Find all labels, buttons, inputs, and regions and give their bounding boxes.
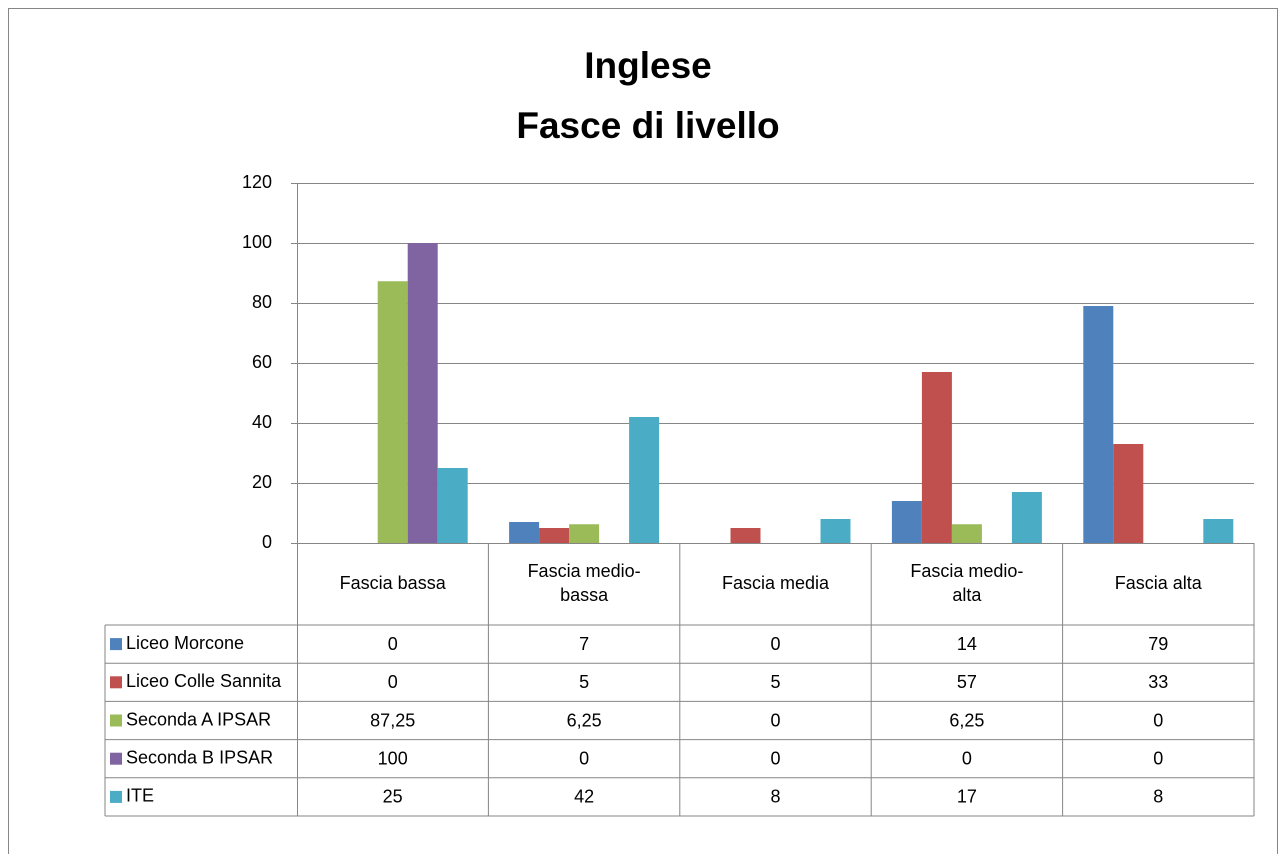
y-tick-label: 120 [242,172,272,192]
legend-label: Seconda A IPSAR [126,709,271,729]
chart-title: Fasce di livello [516,105,779,146]
table-value: 33 [1148,672,1168,692]
bar [629,417,660,543]
table-value: 57 [957,672,977,692]
legend-swatch [110,752,122,765]
x-tick-label: Fascia media [722,573,830,593]
bar [1011,492,1042,543]
y-tick-label: 20 [252,472,272,492]
table-value: 6,25 [567,710,602,730]
table-value: 0 [1153,748,1163,768]
bar [377,281,408,543]
bar [407,243,438,543]
table-value: 17 [957,787,977,807]
bar [1203,519,1234,543]
table-value: 0 [579,748,589,768]
y-tick-label: 0 [262,532,272,552]
table-value: 5 [579,672,589,692]
table-value: 7 [579,634,589,654]
x-tick-label: Fascia medio-alta [910,561,1023,605]
legend-swatch [110,714,122,727]
legend-label: Liceo Morcone [126,633,244,653]
legend-swatch [110,676,122,689]
bar [951,524,982,543]
bar [820,519,851,543]
table-value: 0 [962,748,972,768]
table-value: 25 [383,787,403,807]
table-value: 42 [574,787,594,807]
legend-label: Liceo Colle Sannita [126,671,282,691]
table-value: 0 [388,634,398,654]
table-value: 8 [770,787,780,807]
bar [569,524,600,543]
y-tick-label: 80 [252,292,272,312]
table-value: 100 [378,748,408,768]
x-tick-label: Fascia alta [1115,573,1203,593]
legend-swatch [110,638,122,651]
table-value: 5 [770,672,780,692]
legend-label: ITE [126,786,154,806]
legend-label: Seconda B IPSAR [126,747,273,767]
table-value: 0 [770,634,780,654]
table-value: 14 [957,634,977,654]
chart-title: Inglese [584,45,712,86]
table-value: 0 [1153,710,1163,730]
bar [1083,306,1114,543]
bar [891,501,922,543]
bar [539,528,570,543]
table-value: 87,25 [370,710,415,730]
chart-border [8,8,1278,854]
table-value: 8 [1153,787,1163,807]
legend-swatch [110,790,122,803]
y-tick-label: 40 [252,412,272,432]
bar [921,372,952,543]
x-tick-label: Fascia medio-bassa [528,561,641,605]
table-value: 6,25 [949,710,984,730]
table-value: 0 [388,672,398,692]
bar [730,528,761,543]
x-tick-label: Fascia bassa [340,573,447,593]
bar [437,468,468,543]
bar [509,522,540,543]
y-tick-label: 60 [252,352,272,372]
table-value: 0 [770,710,780,730]
table-value: 0 [770,748,780,768]
bar [1113,444,1144,543]
y-tick-label: 100 [242,232,272,252]
table-value: 79 [1148,634,1168,654]
